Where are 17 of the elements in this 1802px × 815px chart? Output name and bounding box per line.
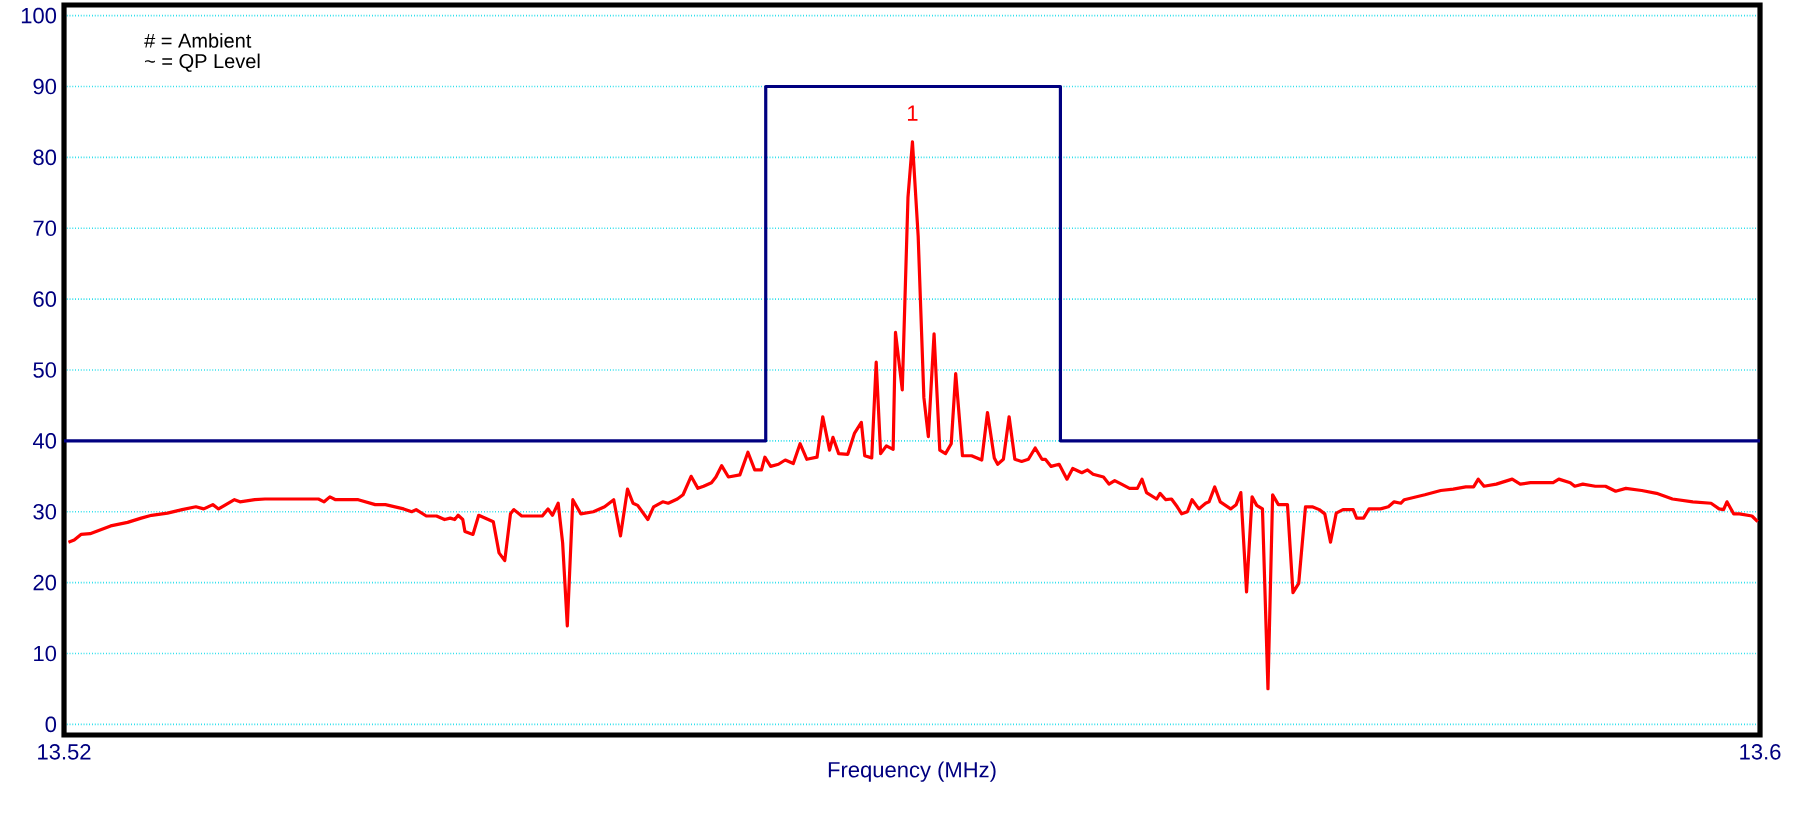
y-tick-label: 50: [33, 362, 57, 378]
y-tick-label: 40: [32, 433, 57, 449]
y-tick-label: 10: [34, 645, 57, 662]
y-tick-label: 80: [33, 149, 57, 166]
y-tick-label: 100: [21, 7, 57, 24]
y-tick-label: 20: [33, 574, 57, 591]
annotation: 1: [907, 105, 918, 121]
y-tick-label: 60: [33, 291, 57, 307]
x-tick-label: 13.6: [1740, 744, 1781, 760]
x-axis-title: Frequency (MHz): [828, 761, 996, 782]
annotation: # = Ambient: [144, 33, 252, 48]
y-tick-label: 70: [33, 220, 57, 237]
y-tick-label: 30: [33, 503, 57, 520]
annotation: ~ = QP Level: [145, 53, 260, 72]
y-tick-label: 90: [33, 78, 57, 95]
x-tick-label: 13.52: [38, 744, 91, 760]
y-tick-label: 0: [45, 716, 57, 733]
